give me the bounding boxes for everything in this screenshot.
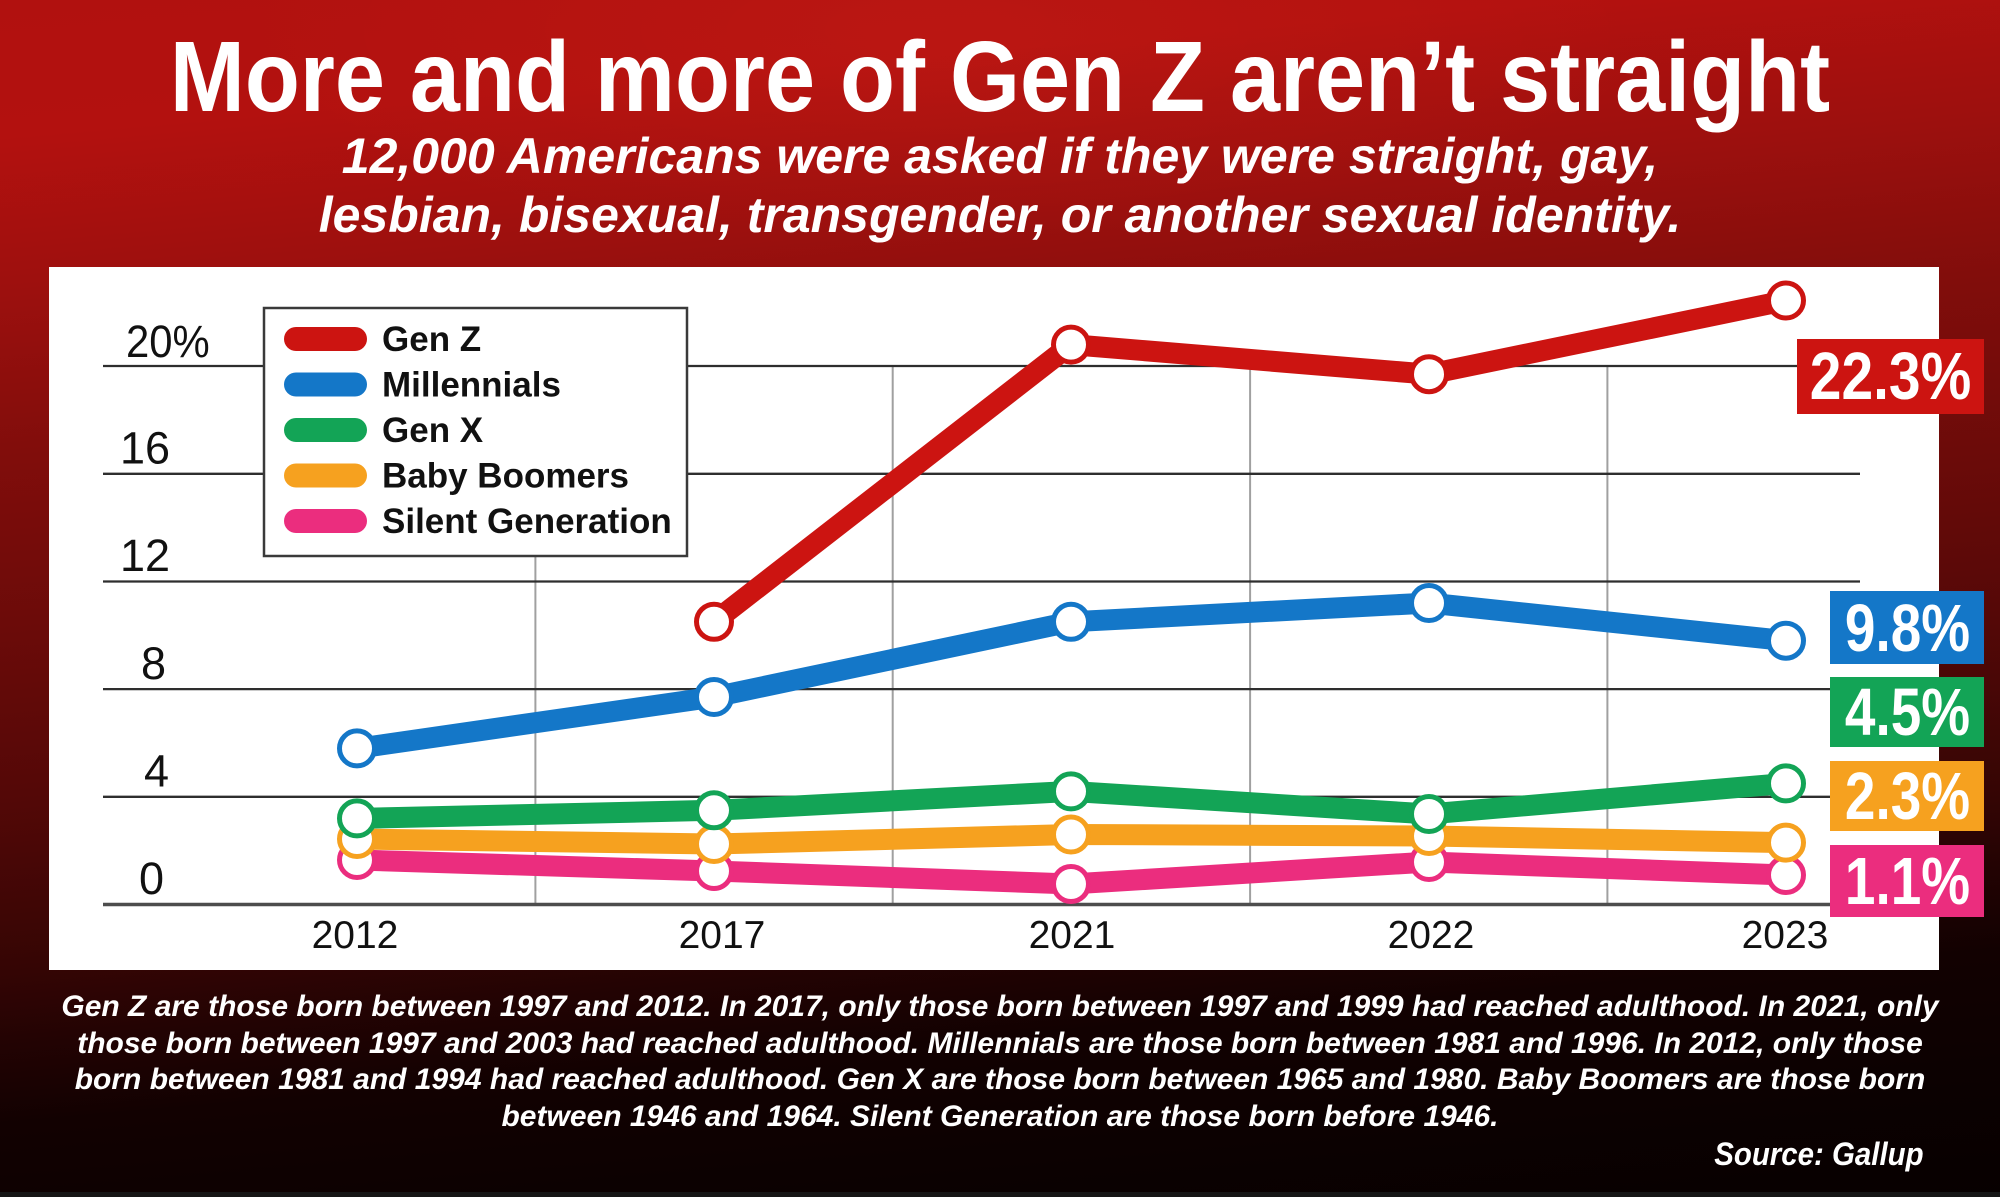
svg-text:4: 4 — [144, 746, 169, 797]
svg-text:2023: 2023 — [1742, 914, 1829, 957]
svg-text:2.3%: 2.3% — [1845, 759, 1970, 833]
svg-text:0: 0 — [139, 853, 164, 904]
svg-text:2012: 2012 — [312, 914, 399, 957]
svg-text:9.8%: 9.8% — [1845, 591, 1970, 665]
svg-text:16: 16 — [120, 423, 170, 474]
svg-text:4.5%: 4.5% — [1845, 675, 1970, 749]
svg-text:Gen X: Gen X — [382, 411, 484, 450]
svg-text:12: 12 — [120, 530, 170, 581]
svg-text:8: 8 — [141, 638, 166, 689]
svg-text:2022: 2022 — [1388, 914, 1475, 957]
svg-text:2017: 2017 — [679, 914, 766, 957]
svg-text:2021: 2021 — [1029, 914, 1116, 957]
svg-text:20%: 20% — [126, 318, 210, 368]
svg-text:Millennials: Millennials — [382, 366, 561, 405]
svg-text:22.3%: 22.3% — [1810, 340, 1971, 414]
svg-text:Silent Generation: Silent Generation — [382, 502, 672, 541]
svg-text:Gen Z: Gen Z — [382, 320, 481, 359]
svg-text:1.1%: 1.1% — [1845, 844, 1970, 918]
svg-text:Baby Boomers: Baby Boomers — [382, 457, 629, 496]
